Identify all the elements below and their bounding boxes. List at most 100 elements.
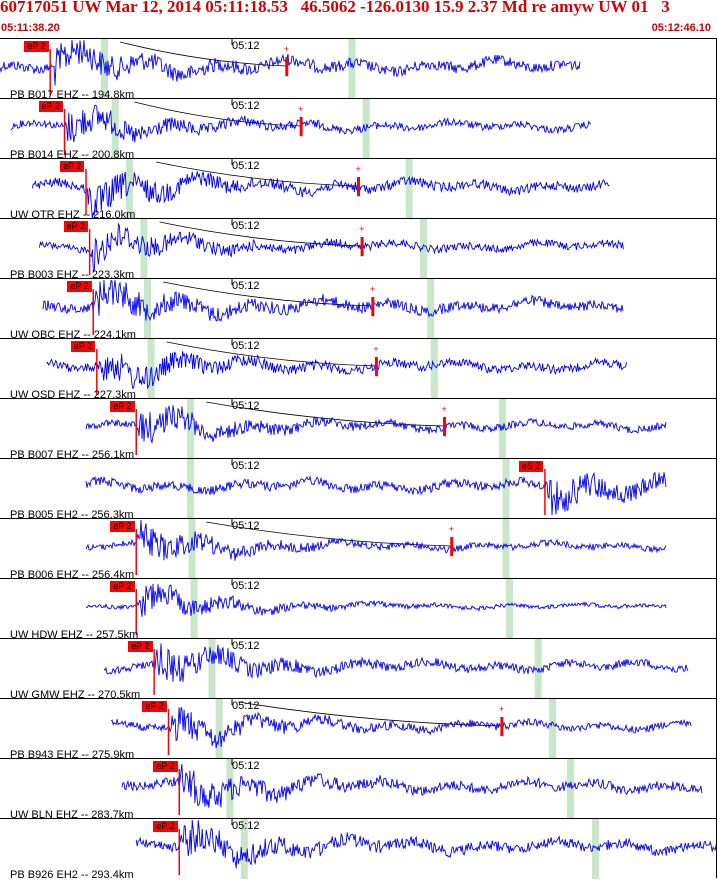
waveform-trace [0,39,581,86]
station-label: PB B926 EH2 -- 293.4km [10,869,134,881]
travel-time-curve [163,281,373,307]
s-arrival-plus: + [499,704,504,714]
waveform-trace [121,764,703,808]
trace-panel[interactable]: +05:12 eP 2 PB B014 EHZ -- 200.8km [0,98,717,161]
waveform-trace [31,171,610,219]
s-arrival-plus: + [356,164,361,174]
end-time: 05:12:46.10 [651,22,711,34]
pick-label[interactable]: eP 2 [110,521,135,532]
phase-marker-band [126,159,134,219]
phase-marker-band [187,399,195,459]
phase-marker-band [226,759,234,819]
s-arrival-plus: + [284,44,289,54]
waveform-trace [135,819,717,869]
trace-plot: + [42,279,624,339]
phase-marker-band [506,579,514,639]
trace-plot [135,819,717,879]
waveform-trace [85,519,667,561]
minute-tick-label: 05:12 [232,760,260,772]
minute-tick-label: 05:12 [232,40,260,52]
minute-tick-label: 05:12 [232,460,260,472]
waveform-trace [85,583,667,617]
pick-label[interactable]: eP 2 [60,161,85,172]
pick-label[interactable]: eP 2 [153,821,178,832]
phase-marker-band [240,819,248,879]
header: 60717051 UW Mar 12, 2014 05:11:18.53 46.… [0,0,717,38]
s-arrival-plus: + [449,524,454,534]
trace-plot [121,759,703,819]
trace-panel[interactable]: 05:12 eP 2 UW BLN EHZ -- 283.7km [0,758,717,821]
phase-marker-band [549,699,557,759]
trace-panel[interactable]: +05:12 eP 2 PB B003 EHZ -- 223.3km [0,218,717,281]
phase-marker-band [502,459,510,519]
travel-time-curve [155,161,359,187]
seismogram-panels: +05:12 eP 2 PB B017 EHZ -- 194.8km +05:12 eP… [0,38,717,881]
travel-time-curve [134,101,302,127]
minute-tick-label: 05:12 [232,520,260,532]
waveform-trace [103,643,689,682]
trace-panel[interactable]: +05:12 eP 2 PB B017 EHZ -- 194.8km [0,38,717,101]
trace-plot: + [85,399,667,459]
s-arrival-plus: + [370,284,375,294]
trace-panel[interactable]: 05:12 eS 2 PB B005 EH2 -- 256.3km [0,458,717,521]
minute-tick-label: 05:12 [232,100,260,112]
travel-time-curve [206,521,452,547]
pick-label[interactable]: eP 2 [142,701,167,712]
trace-panel[interactable]: +05:12 eP 2 UW OBC EHZ -- 224.1km [0,278,717,341]
travel-time-curve [166,341,377,367]
waveform-trace [85,471,667,516]
trace-panel[interactable]: +05:12 eP 2 UW OSD EHZ -- 227.3km [0,338,717,401]
pick-label[interactable]: eP 2 [67,281,92,292]
phase-marker-band [405,159,413,219]
pick-label[interactable]: eP 2 [63,221,88,232]
phase-marker-band [188,519,196,579]
s-arrival-plus: + [373,344,378,354]
trace-panel[interactable]: +05:12 eP 2 PB B943 EHZ -- 275.9km [0,698,717,761]
trace-panel[interactable]: +05:12 eP 2 PB B006 EHZ -- 256.4km [0,518,717,581]
pick-label[interactable]: eP 2 [24,41,49,52]
pick-label[interactable]: eP 2 [128,641,153,652]
phase-marker-band [567,759,575,819]
waveform-trace [110,707,692,749]
s-arrival-plus: + [359,224,364,234]
pick-label[interactable]: eP 2 [110,581,135,592]
trace-plot: + [46,339,628,399]
trace-panel[interactable]: +05:12 eP 2 PB B007 EHZ -- 256.1km [0,398,717,461]
minute-tick-label: 05:12 [232,400,260,412]
minute-tick-label: 05:12 [232,280,260,292]
pick-label[interactable]: eP 2 [38,101,63,112]
s-arrival-plus: + [298,104,303,114]
phase-marker-band [430,339,438,399]
phase-marker-band [140,219,148,279]
phase-marker-band [215,699,223,759]
trace-plot: + [85,519,667,579]
minute-tick-label: 05:12 [232,160,260,172]
pick-label[interactable]: eP 2 [70,341,96,352]
minute-tick-label: 05:12 [232,820,260,832]
phase-marker-band [534,639,542,699]
trace-plot [103,639,689,699]
minute-tick-label: 05:12 [232,340,260,352]
phase-marker-band [348,39,356,99]
pick-label[interactable]: eS 2 [518,461,544,472]
phase-marker-band [592,819,600,879]
trace-panel[interactable]: 05:12 eP 2 UW GMW EHZ -- 270.5km [0,638,717,701]
trace-panel[interactable]: +05:12 eP 2 UW OTR EHZ -- 216.0km [0,158,717,221]
phase-marker-band [208,639,216,699]
trace-plot: + [38,219,624,279]
phase-marker-band [502,519,510,579]
pick-label[interactable]: eP 2 [153,761,178,772]
trace-plot: + [10,99,592,159]
start-time: 05:11:38.20 [1,22,60,34]
minute-tick-label: 05:12 [232,700,260,712]
waveform-trace [85,404,667,444]
trace-panel[interactable]: 05:12 eP 2 UW HDW EHZ -- 257.5km [0,578,717,641]
pick-label[interactable]: eP 2 [110,401,135,412]
waveform-trace [38,222,624,273]
phase-marker-band [427,279,435,339]
waveform-trace [46,351,628,390]
trace-plot [85,459,667,519]
trace-plot: + [0,39,581,99]
trace-panel[interactable]: 05:12 eP 2 PB B926 EH2 -- 293.4km [0,818,717,881]
waveform-trace [42,279,624,322]
